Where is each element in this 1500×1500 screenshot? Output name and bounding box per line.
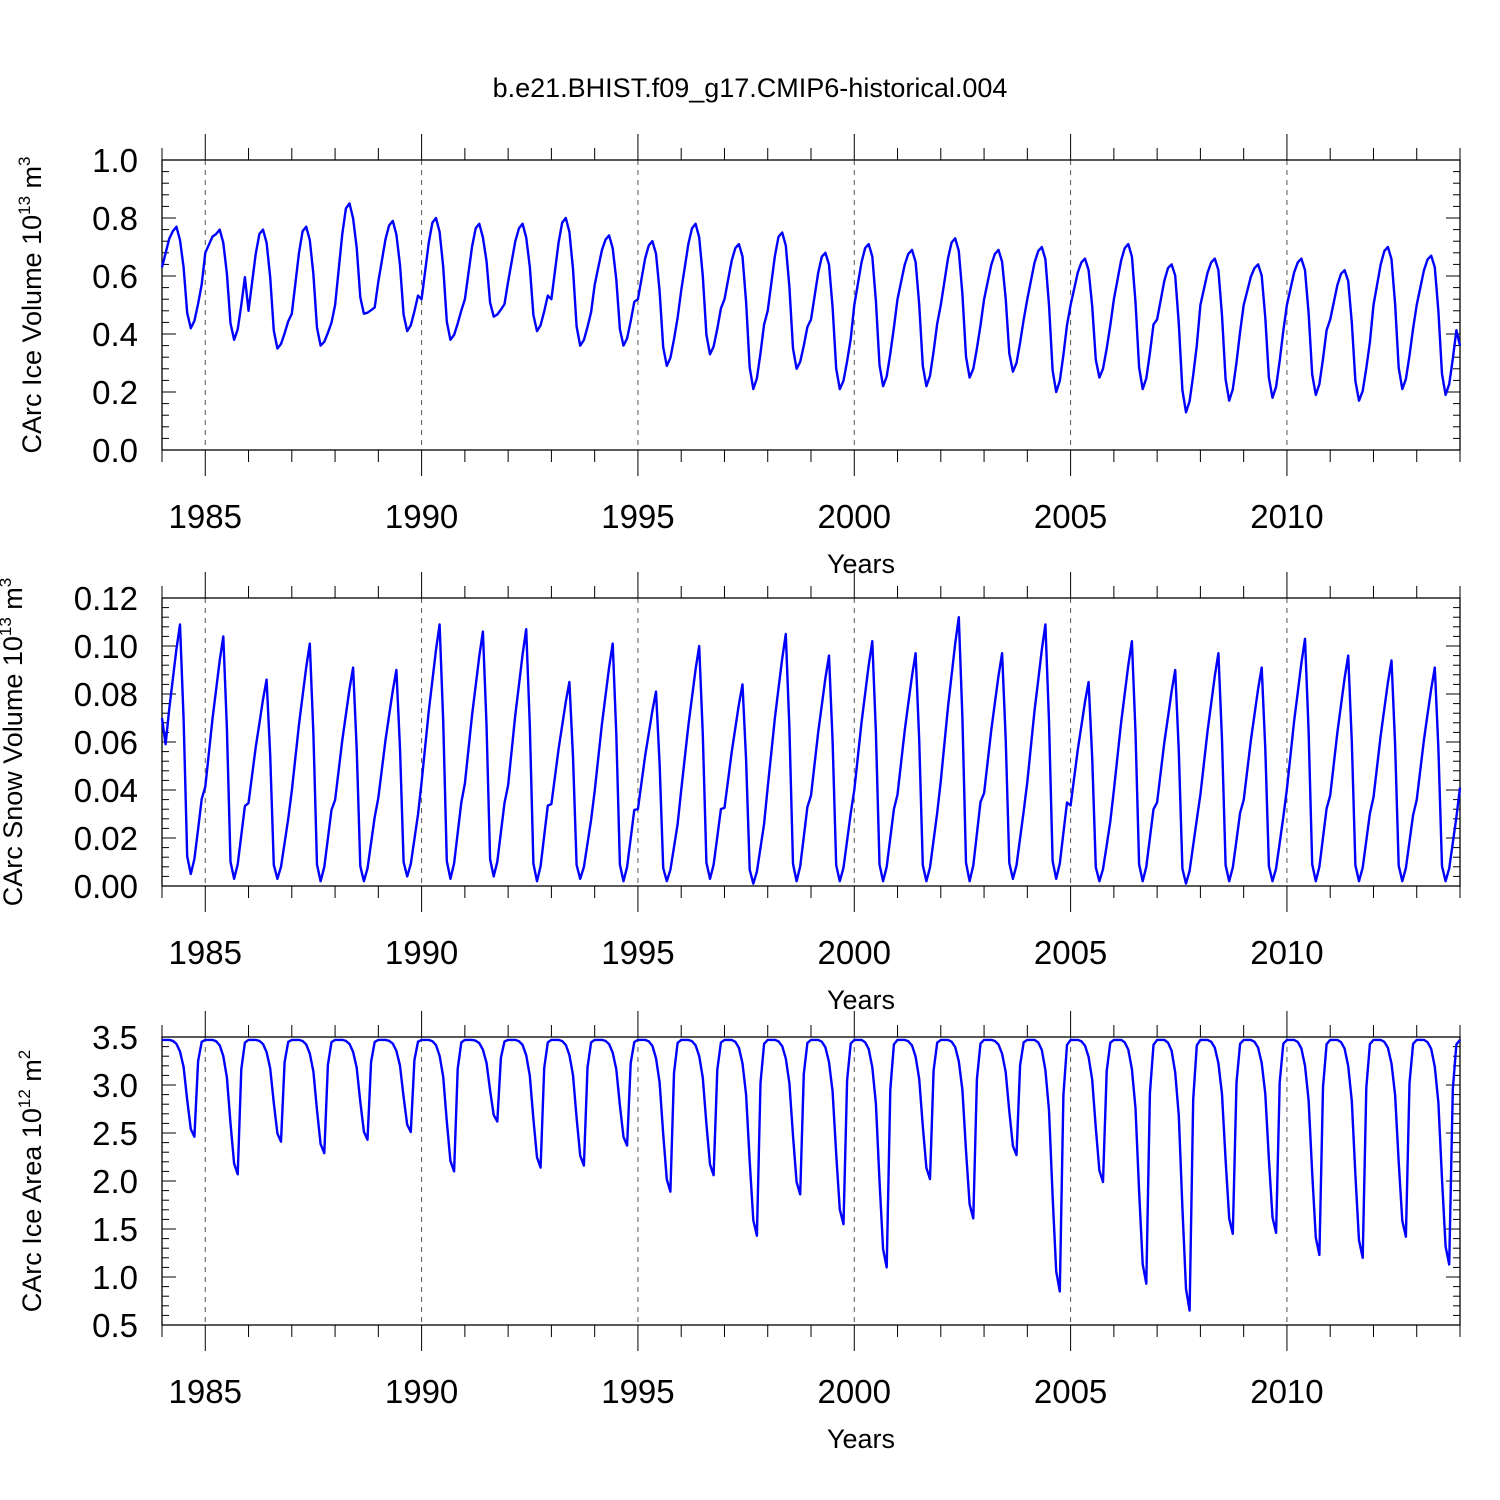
series-line-snow-volume — [160, 616, 1462, 885]
x-tick-label: 2005 — [1034, 934, 1107, 971]
y-tick-label: 0.5 — [92, 1307, 138, 1344]
x-tick-label: 2000 — [818, 934, 891, 971]
x-tick-label: 1990 — [385, 1373, 458, 1410]
y-tick-label: 0.2 — [92, 374, 138, 411]
y-tick-label: 0.00 — [74, 868, 138, 905]
series-line-ice-volume — [160, 202, 1462, 414]
y-tick-label: 0.6 — [92, 258, 138, 295]
x-tick-label: 1985 — [169, 498, 242, 535]
x-tick-label: 2000 — [818, 1373, 891, 1410]
x-tick-label: 2010 — [1250, 934, 1323, 971]
x-tick-label: 1995 — [601, 498, 674, 535]
y-tick-label: 0.8 — [92, 200, 138, 237]
x-axis-label: Years — [827, 985, 895, 1015]
panel-ice-volume: 0.0 0.2 0.4 0.6 0.8 1.0 1985 1990 1995 2000 2005 20… — [15, 134, 1462, 579]
plot-frame — [161, 1036, 1461, 1326]
x-tick-label: 1985 — [169, 934, 242, 971]
y-tick-label: 0.12 — [74, 580, 138, 617]
x-tick-label: 2010 — [1250, 498, 1323, 535]
x-tick-label: 2000 — [818, 498, 891, 535]
y-tick-label: 0.10 — [74, 628, 138, 665]
series-line-ice-area — [162, 1038, 1461, 1312]
y-tick-label: 3.0 — [92, 1067, 138, 1104]
y-tick-label: 0.06 — [74, 724, 138, 761]
y-axis-label: CArc Ice Volume 1013 m3 — [15, 156, 47, 453]
y-tick-label: 1.0 — [92, 142, 138, 179]
x-axis-label: Years — [827, 1424, 895, 1454]
y-tick-label: 2.5 — [92, 1115, 138, 1152]
x-tick-label: 2005 — [1034, 498, 1107, 535]
y-tick-label: 1.0 — [92, 1259, 138, 1296]
x-axis-label: Years — [827, 549, 895, 579]
y-tick-label: 0.04 — [74, 772, 138, 809]
x-tick-label: 1995 — [601, 934, 674, 971]
y-tick-label: 1.5 — [92, 1211, 138, 1248]
x-tick-label: 1995 — [601, 1373, 674, 1410]
y-tick-label: 0.0 — [92, 432, 138, 469]
y-tick-label: 3.5 — [92, 1019, 138, 1056]
chart-title: b.e21.BHIST.f09_g17.CMIP6-historical.004 — [493, 73, 1008, 103]
panel-ice-area: 0.5 1.0 1.5 2.0 2.5 3.0 3.5 1985 1990 1995 2000 200… — [15, 1011, 1461, 1454]
y-tick-label: 0.4 — [92, 316, 138, 353]
x-tick-label: 1990 — [385, 498, 458, 535]
y-tick-label: 0.08 — [74, 676, 138, 713]
y-tick-label: 0.02 — [74, 820, 138, 857]
y-tick-label: 2.0 — [92, 1163, 138, 1200]
x-tick-label: 1985 — [169, 1373, 242, 1410]
y-axis-label: CArc Ice Area 1012 m2 — [15, 1050, 47, 1313]
y-axis-label: CArc Snow Volume 1013 m3 — [0, 578, 28, 907]
panel-snow-volume: 0.00 0.02 0.04 0.06 0.08 0.10 0.12 1985 1990 1995… — [0, 572, 1462, 1015]
x-tick-label: 2005 — [1034, 1373, 1107, 1410]
x-tick-label: 2010 — [1250, 1373, 1323, 1410]
x-tick-label: 1990 — [385, 934, 458, 971]
